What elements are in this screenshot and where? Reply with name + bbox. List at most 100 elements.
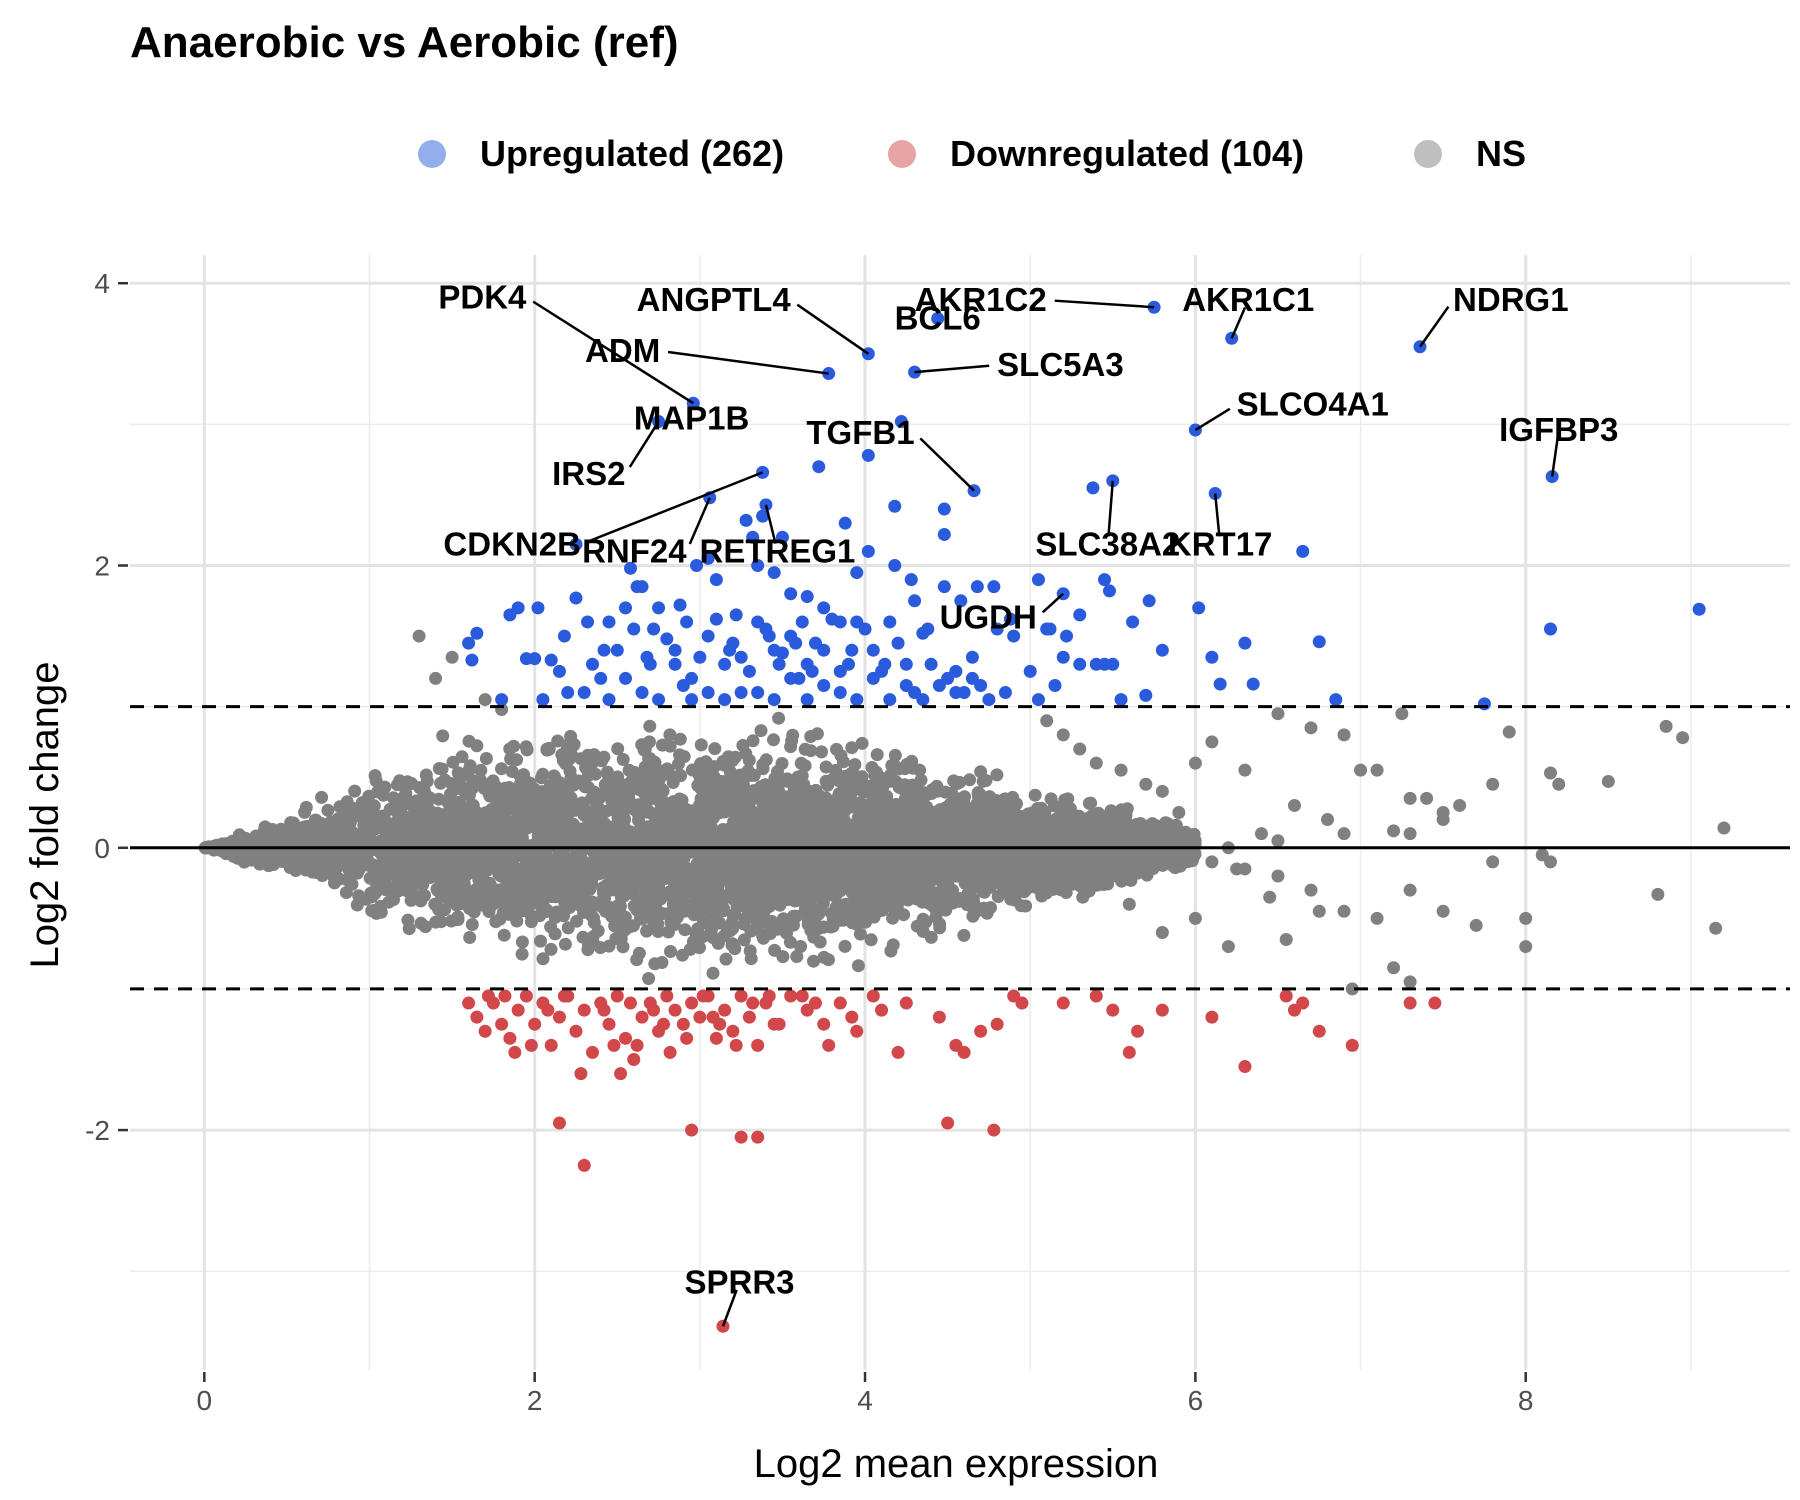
ns-point [981, 824, 995, 838]
ns-point [643, 719, 657, 733]
ns-point [716, 823, 730, 836]
ns-point [951, 847, 965, 861]
ns-point [459, 869, 472, 883]
ns-point [593, 941, 607, 955]
ns-point [672, 757, 685, 771]
ns-point [328, 876, 341, 890]
ns-point [389, 867, 403, 880]
ns-point [737, 933, 751, 947]
ns-point [886, 911, 900, 925]
ns-point [818, 814, 832, 828]
ns-point [332, 812, 345, 826]
ns-point [676, 948, 689, 962]
ns-point [645, 777, 659, 791]
ns-point [379, 883, 392, 896]
ns-point [708, 742, 722, 756]
ns-point [855, 805, 869, 819]
ns-point [707, 873, 721, 887]
ns-point [497, 928, 511, 942]
ns-point [455, 770, 468, 784]
ns-point [1066, 869, 1080, 883]
ns-point [655, 738, 669, 752]
grid-layer [130, 255, 1790, 1370]
ns-point [613, 899, 627, 913]
ns-point [772, 862, 786, 876]
ns-point [306, 865, 320, 879]
ns-point [811, 885, 825, 899]
ns-point [383, 802, 397, 816]
ns-point [739, 884, 753, 898]
ns-point [435, 762, 449, 776]
ns-point [855, 736, 869, 750]
ns-point [304, 855, 318, 869]
ns-point [520, 743, 534, 757]
ns-point [359, 806, 373, 820]
ns-point [1014, 899, 1028, 913]
ns-point [238, 831, 252, 845]
ns-point [972, 791, 986, 805]
ns-point [759, 753, 773, 767]
ns-point [851, 918, 864, 932]
ns-point [790, 950, 804, 963]
ns-point [897, 908, 911, 922]
ns-point [624, 775, 638, 789]
ns-point [807, 954, 820, 968]
ns-point [647, 916, 661, 930]
ns-point [600, 776, 614, 790]
ns-point [723, 924, 737, 938]
ns-point [544, 942, 558, 956]
legend-label-up: Upregulated (262) [480, 133, 785, 174]
ns-point [613, 927, 627, 941]
ns-point [1058, 814, 1072, 828]
ns-point [1004, 890, 1018, 904]
ns-point [939, 801, 953, 815]
ns-point [588, 767, 602, 781]
ns-point [611, 742, 625, 756]
ns-point [542, 742, 556, 756]
ns-point [851, 959, 865, 973]
ns-point [467, 905, 481, 919]
ns-point [563, 836, 577, 850]
ns-point [402, 922, 416, 936]
ns-point [908, 842, 922, 856]
ns-point [745, 791, 759, 805]
ns-point [773, 792, 787, 806]
ns-point [377, 868, 391, 881]
ns-point [1093, 818, 1107, 832]
ns-point [663, 863, 677, 877]
ns-point [564, 729, 578, 743]
ns-point [348, 784, 362, 798]
ns-point [737, 783, 751, 797]
ns-point [1028, 788, 1042, 802]
ns-point [566, 820, 580, 834]
ns-point [496, 906, 510, 920]
ns-point [387, 823, 401, 837]
ns-point [271, 854, 285, 868]
ns-point [510, 753, 524, 767]
ns-point [510, 914, 524, 928]
ns-point [699, 755, 713, 769]
ns-point [724, 886, 738, 900]
ns-point [991, 890, 1005, 903]
ns-point [711, 936, 725, 950]
ns-point [1081, 877, 1095, 891]
ns-point [479, 752, 493, 765]
ns-point [855, 883, 869, 897]
ns-point [939, 825, 953, 838]
ns-point [1001, 870, 1015, 884]
ns-point [1061, 792, 1075, 806]
ns-point [635, 819, 649, 833]
ns-point [533, 909, 547, 923]
ns-point [587, 916, 601, 930]
ns-point [494, 854, 508, 867]
ns-point [790, 882, 804, 895]
ns-point [315, 790, 329, 804]
ns-point [754, 724, 768, 738]
ns-point [897, 805, 911, 818]
ns-point [963, 773, 977, 787]
ns-point [548, 824, 562, 838]
ns-point [486, 809, 500, 823]
ns-point [767, 733, 780, 747]
ns-point [1037, 863, 1051, 877]
